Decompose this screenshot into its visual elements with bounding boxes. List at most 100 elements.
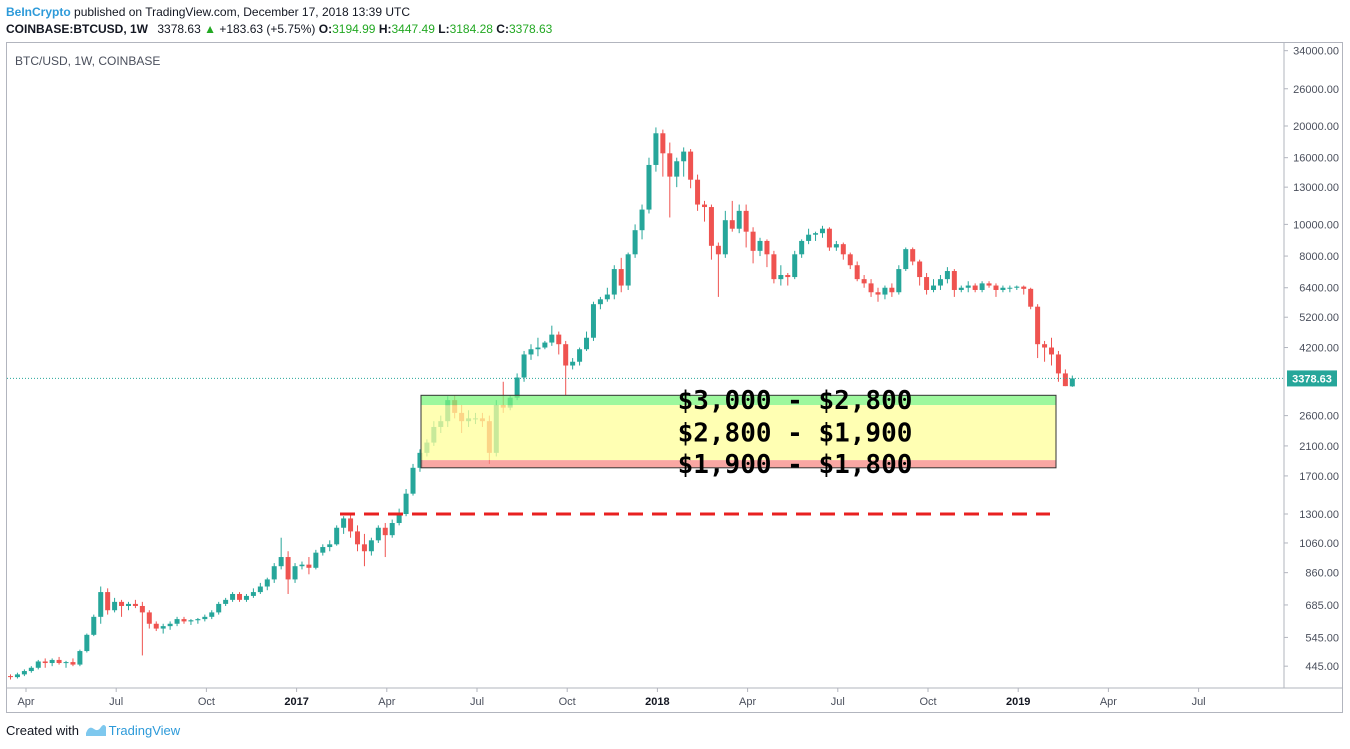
candle-body bbox=[611, 269, 617, 295]
candle-body bbox=[750, 231, 756, 251]
zone-label: $1,900 - $1,800 bbox=[678, 450, 913, 480]
close-value: 3378.63 bbox=[508, 22, 553, 36]
candle-body bbox=[979, 283, 985, 290]
open-value: 3194.99 bbox=[332, 22, 376, 36]
candle-body bbox=[584, 337, 590, 350]
y-tick-label: 545.00 bbox=[1305, 632, 1339, 644]
candle-body bbox=[771, 254, 777, 280]
candle-body bbox=[736, 210, 742, 229]
zone-border bbox=[420, 394, 1057, 469]
footer-brand[interactable]: TradingView bbox=[108, 723, 181, 738]
y-tick-label: 16000.00 bbox=[1293, 153, 1339, 165]
candle-body bbox=[757, 240, 763, 251]
zone-label: $3,000 - $2,800 bbox=[678, 386, 913, 416]
candle-body bbox=[188, 620, 194, 622]
x-tick-label: Jul bbox=[470, 696, 484, 708]
x-tick-label: Jul bbox=[109, 696, 123, 708]
candle-body bbox=[257, 586, 263, 593]
candle-body bbox=[1049, 347, 1054, 355]
zone-yellow bbox=[421, 405, 1056, 461]
candle-body bbox=[542, 342, 548, 348]
candle-body bbox=[299, 564, 305, 567]
candle-body bbox=[396, 514, 402, 524]
tradingview-logo-icon bbox=[85, 725, 106, 736]
candle-body bbox=[28, 667, 34, 672]
candle-body bbox=[799, 240, 805, 255]
symbol-line: COINBASE:BTCUSD, 1W bbox=[6, 22, 149, 36]
x-tick-label: 2019 bbox=[1006, 696, 1030, 708]
x-tick-label: Apr bbox=[17, 696, 34, 708]
brand-name[interactable]: BeInCrypto bbox=[6, 5, 71, 19]
candle-body bbox=[14, 674, 20, 678]
candle-body bbox=[1014, 286, 1020, 288]
candle-body bbox=[590, 304, 596, 338]
zone-red bbox=[421, 460, 1056, 468]
candle-body bbox=[389, 523, 395, 536]
y-tick-label: 10000.00 bbox=[1293, 219, 1339, 231]
candle-body bbox=[8, 676, 13, 678]
footer: Created with TradingView bbox=[6, 723, 180, 738]
y-tick-label: 34000.00 bbox=[1293, 46, 1339, 58]
last-price-tag-label: 3378.63 bbox=[1292, 373, 1332, 385]
candle-body bbox=[70, 662, 76, 665]
chart-frame[interactable] bbox=[6, 42, 1343, 713]
candle-body bbox=[604, 294, 610, 300]
candle-body bbox=[625, 254, 631, 286]
y-tick-label: 5200.00 bbox=[1299, 312, 1339, 324]
candle-body bbox=[91, 616, 97, 635]
candle-body bbox=[632, 230, 638, 255]
y-axis: 34000.00 26000.00 20000.00 16000.00 13000.00… bbox=[1283, 43, 1339, 688]
chart-title: BTC/USD, 1W, COINBASE bbox=[15, 54, 161, 68]
y-tick-label: 1300.00 bbox=[1299, 509, 1339, 521]
y-tick-label: 685.00 bbox=[1305, 600, 1339, 612]
candle-body bbox=[778, 275, 784, 280]
candle-body bbox=[764, 240, 770, 255]
candle-body bbox=[313, 552, 319, 568]
candle-body bbox=[35, 661, 41, 668]
candle-body bbox=[861, 279, 867, 284]
candle-body bbox=[639, 209, 645, 231]
y-tick-label: 20000.00 bbox=[1293, 121, 1339, 133]
candle-body bbox=[563, 344, 569, 366]
candle-body bbox=[216, 603, 222, 613]
publish-header: BeInCrypto published on TradingView.com,… bbox=[6, 5, 410, 19]
candle-body bbox=[368, 540, 374, 552]
candle-body bbox=[702, 204, 707, 208]
x-axis: Apr Jul Oct 2017 Apr Jul Oct 2018 Apr Jul Oct 2019 A… bbox=[7, 687, 1343, 708]
y-tick-label: 26000.00 bbox=[1293, 84, 1339, 96]
candle-body bbox=[1055, 354, 1061, 374]
candle-body bbox=[965, 285, 971, 288]
y-tick-label: 445.00 bbox=[1305, 661, 1339, 673]
candle-body bbox=[1062, 373, 1068, 387]
ohlc-header: COINBASE:BTCUSD, 1W 3378.63 ▲ +183.63 (+… bbox=[6, 22, 552, 36]
candle-body bbox=[910, 249, 916, 262]
last-price-tag bbox=[1287, 370, 1337, 387]
candle-body bbox=[167, 623, 173, 627]
candle-body bbox=[549, 334, 555, 343]
candle-body bbox=[1007, 287, 1013, 289]
candle-body bbox=[278, 557, 284, 567]
candle-body bbox=[986, 283, 992, 286]
candle-body bbox=[1021, 286, 1027, 289]
candle-body bbox=[743, 210, 749, 232]
candle-body bbox=[237, 593, 243, 600]
last-price: 3378.63 bbox=[157, 22, 201, 36]
candle-body bbox=[618, 269, 624, 286]
candle-body bbox=[264, 579, 270, 587]
y-tick-label: 4200.00 bbox=[1299, 343, 1339, 355]
y-tick-label: 2600.00 bbox=[1299, 411, 1339, 423]
x-tick-label: Oct bbox=[198, 696, 215, 708]
x-tick-label: Jul bbox=[1192, 696, 1206, 708]
candle-body bbox=[646, 164, 652, 210]
candle-body bbox=[958, 287, 964, 290]
candle-body bbox=[813, 233, 819, 235]
candle-body bbox=[223, 599, 229, 604]
open-label: O: bbox=[318, 22, 333, 36]
x-tick-label: Apr bbox=[1100, 696, 1117, 708]
candle-body bbox=[937, 279, 943, 286]
close-label: C: bbox=[496, 22, 509, 36]
candle-body bbox=[597, 299, 603, 305]
candle-body bbox=[514, 377, 520, 398]
candle-body bbox=[49, 659, 55, 664]
